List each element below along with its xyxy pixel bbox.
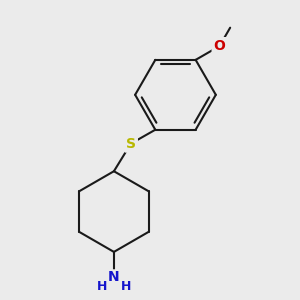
Text: H: H (97, 280, 107, 293)
Text: H: H (121, 280, 131, 293)
Text: O: O (214, 39, 226, 53)
Text: N: N (108, 270, 120, 284)
Text: S: S (126, 136, 136, 151)
